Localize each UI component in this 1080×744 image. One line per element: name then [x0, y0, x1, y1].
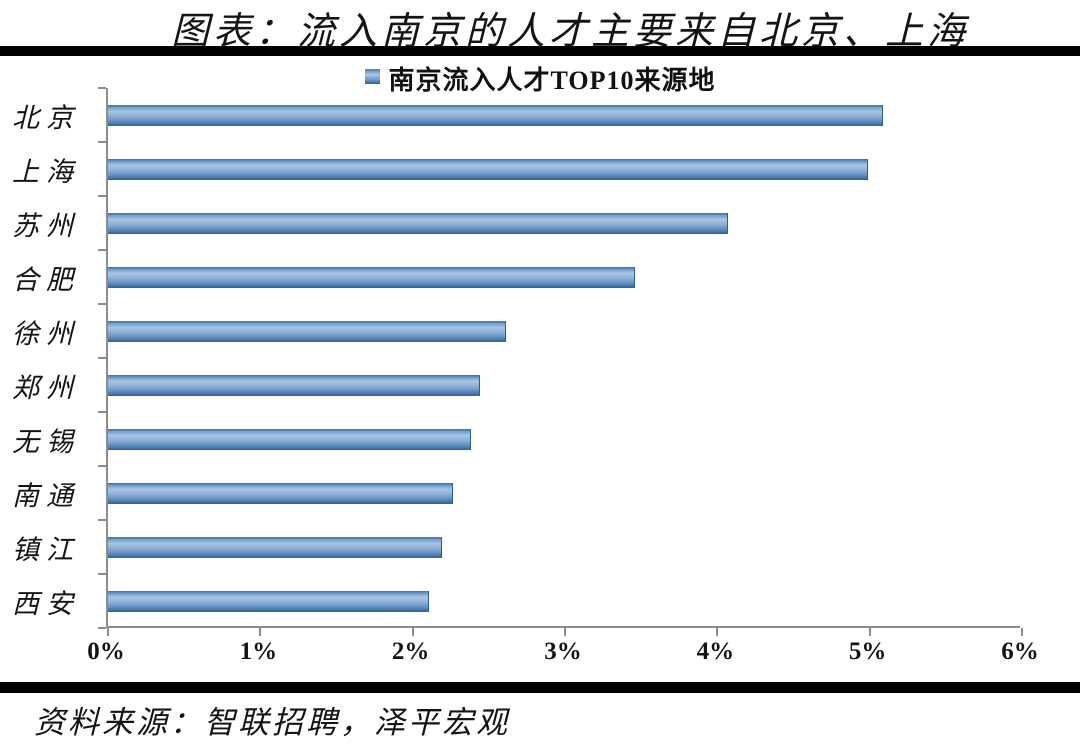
chart-legend: 南京流入人才TOP10来源地 — [0, 64, 1080, 95]
y-axis-tick — [98, 627, 106, 629]
bar-row — [108, 466, 1020, 520]
bar-row — [108, 142, 1020, 196]
bar-郑州 — [108, 374, 481, 396]
bar-南通 — [108, 482, 454, 504]
bar-row — [108, 574, 1020, 628]
x-axis-tick-labels: 0% 1% 2% 3% 4% 5% 6% — [87, 638, 1039, 672]
bar-苏州 — [108, 212, 729, 234]
bar-合肥 — [108, 266, 636, 288]
x-axis-tick — [259, 628, 262, 636]
plot-area — [98, 87, 1023, 636]
bar-row — [108, 304, 1020, 358]
x-axis-tick-label-3%: 3% — [544, 638, 582, 665]
x-axis-tick — [716, 628, 719, 636]
bar-上海 — [108, 158, 868, 180]
category-label-无锡: 无锡 — [12, 426, 80, 457]
bar-北京 — [108, 104, 884, 126]
category-label-西安: 西安 — [12, 588, 80, 619]
x-axis-tick-label-6%: 6% — [1001, 638, 1039, 665]
category-label-徐州: 徐州 — [12, 318, 80, 349]
category-label-镇江: 镇江 — [12, 534, 80, 565]
y-axis-tick — [98, 249, 106, 251]
bar-row — [108, 358, 1020, 412]
legend-swatch-icon — [364, 68, 380, 84]
bottom-divider — [0, 682, 1080, 693]
y-axis-tick — [98, 141, 106, 143]
x-axis-tick — [1021, 628, 1023, 636]
x-axis-tick-label-2%: 2% — [391, 638, 430, 665]
category-label-合肥: 合肥 — [12, 264, 80, 295]
y-axis-tick — [98, 465, 106, 467]
category-label-南通: 南通 — [12, 480, 80, 511]
y-axis-category-labels: 北京上海苏州合肥徐州郑州无锡南通镇江西安 — [0, 88, 90, 628]
x-axis-tick-label-5%: 5% — [848, 638, 887, 665]
bar-row — [108, 196, 1020, 250]
bar-西安 — [108, 590, 429, 612]
y-axis-tick — [98, 303, 106, 305]
bar-row — [108, 412, 1020, 466]
y-axis-tick — [98, 195, 106, 197]
x-axis-tick — [564, 628, 566, 636]
x-axis-tick-label-1%: 1% — [239, 638, 278, 665]
page-title: 图表：流入南京的人才主要来自北京、上海 — [170, 11, 969, 53]
x-axis-tick — [107, 628, 109, 636]
top-divider — [0, 46, 1080, 56]
bar-徐州 — [108, 320, 507, 342]
legend-label: 南京流入人才TOP10来源地 — [388, 65, 716, 95]
x-axis-tick-label-0%: 0% — [87, 638, 125, 665]
bar-row — [108, 88, 1020, 142]
y-axis-tick — [98, 411, 106, 413]
y-axis-tick — [98, 87, 106, 89]
bar-无锡 — [108, 428, 472, 450]
y-axis-tick — [98, 357, 106, 359]
category-label-北京: 北京 — [12, 102, 80, 133]
bar-row — [108, 250, 1020, 304]
bar-row — [108, 520, 1020, 574]
x-axis-tick-label-4%: 4% — [696, 638, 735, 665]
category-label-苏州: 苏州 — [12, 210, 80, 241]
bar-镇江 — [108, 536, 443, 558]
y-axis-tick — [98, 519, 106, 521]
x-axis-tick — [868, 628, 871, 636]
category-label-上海: 上海 — [12, 156, 80, 187]
category-label-郑州: 郑州 — [12, 372, 80, 403]
y-axis-tick — [98, 573, 106, 575]
x-axis-tick — [411, 628, 414, 636]
source-note: 资料来源：智联招聘，泽平宏观 — [34, 705, 510, 740]
